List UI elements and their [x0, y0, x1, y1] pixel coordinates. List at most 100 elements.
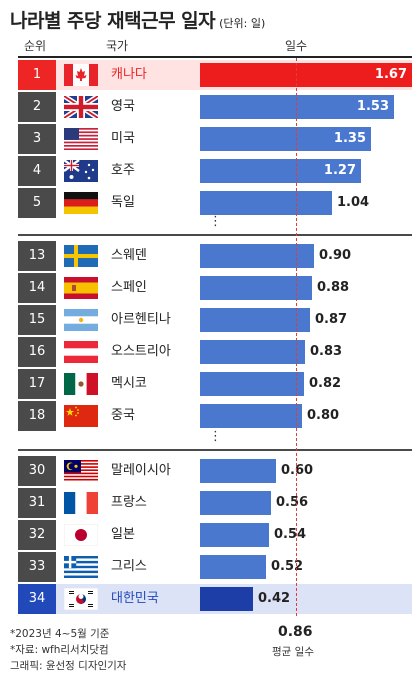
value-label: 0.83 — [310, 344, 343, 359]
bar-row: 4 호주 1.27 — [18, 156, 412, 186]
country-label: 독일 — [111, 195, 135, 210]
canada-flag-icon — [64, 64, 98, 86]
country-label: 프랑스 — [111, 495, 147, 510]
bar — [200, 127, 371, 151]
australia-flag-icon — [64, 160, 98, 182]
country-label: 대한민국 — [111, 591, 159, 606]
bar-row: 15 아르헨티나 0.87 — [18, 305, 412, 335]
bar — [200, 372, 304, 396]
bar — [200, 523, 269, 547]
rank-label: 31 — [18, 488, 56, 518]
rank-label: 33 — [18, 552, 56, 582]
greece-flag-icon — [64, 556, 98, 578]
rank-label: 30 — [18, 456, 56, 486]
sweden-flag-icon — [64, 245, 98, 267]
country-label: 말레이시아 — [111, 463, 171, 478]
usa-flag-icon — [64, 128, 98, 150]
chart-title: 나라별 주당 재택근무 일자 (단위: 일) — [10, 6, 265, 33]
value-label: 0.88 — [317, 280, 350, 295]
rank-label: 16 — [18, 337, 56, 367]
bar-row: 30 말레이시아 0.60 — [18, 456, 412, 486]
bar-row: 32 일본 0.54 — [18, 520, 412, 550]
country-label: 오스트리아 — [111, 344, 171, 359]
bar — [200, 555, 266, 579]
rank-label: 4 — [18, 156, 56, 186]
average-line — [296, 58, 297, 616]
unit-label: (단위: 일) — [219, 17, 266, 30]
austria-flag-icon — [64, 341, 98, 363]
rank-column-header: 순위 — [24, 39, 47, 53]
country-label: 그리스 — [111, 559, 147, 574]
value-label: 0.87 — [315, 312, 348, 327]
country-label: 캐나다 — [111, 67, 147, 82]
header-divider — [18, 56, 412, 58]
skip-ellipsis: ⋮ — [209, 214, 222, 229]
bar — [200, 276, 312, 300]
rank-label: 2 — [18, 92, 56, 122]
argentina-flag-icon — [64, 309, 98, 331]
country-column-header: 국가 — [106, 39, 129, 53]
country-label: 미국 — [111, 131, 135, 146]
spain-flag-icon — [64, 277, 98, 299]
average-value: 0.86 — [278, 624, 313, 640]
value-label: 1.67 — [374, 67, 407, 82]
bar — [200, 491, 271, 515]
uk-flag-icon — [64, 96, 98, 118]
bar — [200, 404, 302, 428]
bar-row: 33 그리스 0.52 — [18, 552, 412, 582]
skip-ellipsis: ⋮ — [209, 429, 222, 444]
rank-label: 34 — [18, 584, 56, 614]
value-label: 0.42 — [258, 591, 291, 606]
value-label: 1.35 — [333, 131, 366, 146]
france-flag-icon — [64, 492, 98, 514]
bar — [200, 95, 394, 119]
value-label: 1.27 — [323, 163, 356, 178]
country-label: 스페인 — [111, 280, 147, 295]
footnote-source: *자료: wfh리서치닷컴 — [10, 644, 109, 656]
bar-row: 18 중국 0.80 — [18, 401, 412, 431]
china-flag-icon — [64, 405, 98, 427]
rank-label: 1 — [18, 60, 56, 90]
bar-row: 17 멕시코 0.82 — [18, 369, 412, 399]
bar — [200, 308, 310, 332]
bar — [200, 587, 253, 611]
bar-row: 13 스웨덴 0.90 — [18, 241, 412, 271]
rank-label: 14 — [18, 273, 56, 303]
bar-row: 16 오스트리아 0.83 — [18, 337, 412, 367]
country-label: 스웨덴 — [111, 248, 147, 263]
value-label: 0.56 — [276, 495, 309, 510]
section-divider — [18, 449, 412, 451]
bar — [200, 340, 305, 364]
malaysia-flag-icon — [64, 460, 98, 482]
bar-row: 5 독일 1.04 — [18, 188, 412, 218]
section-divider — [18, 234, 412, 236]
value-label: 0.90 — [319, 248, 352, 263]
rank-label: 3 — [18, 124, 56, 154]
country-label: 호주 — [111, 163, 135, 178]
value-label: 0.60 — [281, 463, 314, 478]
bar — [200, 159, 361, 183]
rank-label: 32 — [18, 520, 56, 550]
rank-label: 18 — [18, 401, 56, 431]
country-label: 아르헨티나 — [111, 312, 171, 327]
bar — [200, 191, 332, 215]
title-text: 나라별 주당 재택근무 일자 — [10, 10, 216, 32]
value-label: 0.80 — [307, 408, 340, 423]
rank-label: 13 — [18, 241, 56, 271]
country-label: 영국 — [111, 99, 135, 114]
rank-label: 15 — [18, 305, 56, 335]
value-label: 0.54 — [274, 527, 307, 542]
bar — [200, 459, 276, 483]
rank-label: 5 — [18, 188, 56, 218]
bar — [200, 63, 412, 87]
average-caption: 평균 일수 — [272, 646, 314, 658]
country-label: 일본 — [111, 527, 135, 542]
rank-label: 17 — [18, 369, 56, 399]
mexico-flag-icon — [64, 373, 98, 395]
value-label: 1.04 — [337, 195, 370, 210]
bar-row: 14 스페인 0.88 — [18, 273, 412, 303]
country-label: 멕시코 — [111, 376, 147, 391]
bar-row: 2 영국 1.53 — [18, 92, 412, 122]
value-label: 1.53 — [356, 99, 389, 114]
japan-flag-icon — [64, 524, 98, 546]
